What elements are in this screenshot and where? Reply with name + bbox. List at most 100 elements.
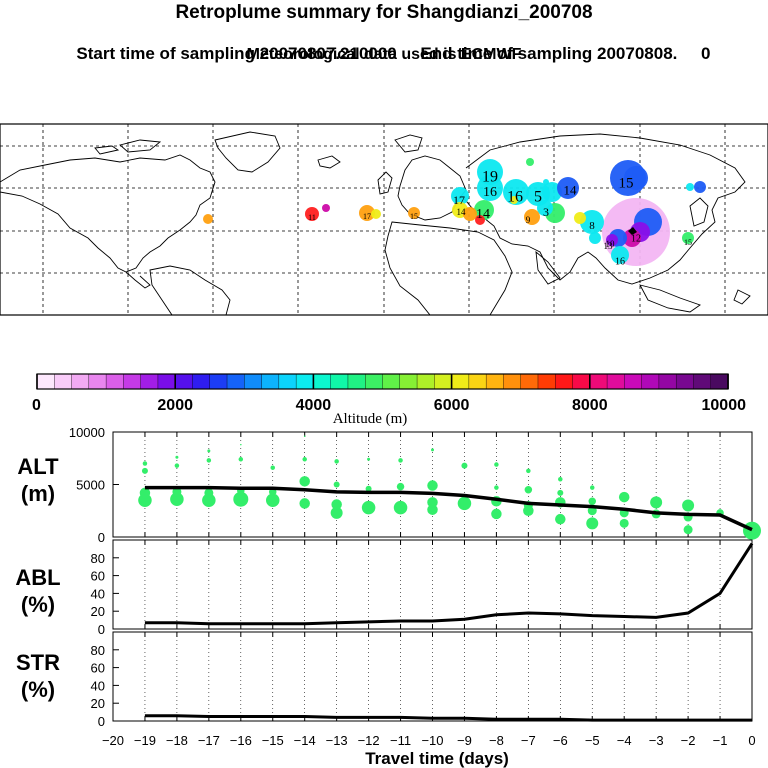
colorbar-swatch bbox=[520, 373, 539, 390]
colorbar-swatch bbox=[278, 373, 297, 390]
alt-particle-dot bbox=[431, 448, 434, 452]
plume-day-label: 5 bbox=[534, 189, 542, 206]
x-tick-label: −7 bbox=[521, 733, 536, 748]
alt-particle-dot bbox=[139, 487, 151, 499]
alt-particle-dot bbox=[174, 463, 180, 468]
arctic-islands bbox=[119, 139, 162, 153]
abl-y-tick-label: 20 bbox=[91, 604, 105, 619]
alt-particle-dot bbox=[618, 491, 630, 503]
x-tick-labels: −20 −19 −18 −17 −16 −15 −14 −13 −12 −11 −10 −9 −8 −7−… bbox=[102, 733, 756, 748]
plume-blob bbox=[322, 204, 330, 212]
x-tick-label: −5 bbox=[585, 733, 600, 748]
abl-y-tick-labels: 0 20 40 60 80 bbox=[91, 551, 119, 637]
alt-particle-dot bbox=[142, 461, 148, 466]
alt-particle-dot bbox=[333, 481, 340, 488]
plume-day-label: 15 bbox=[619, 175, 634, 191]
plume-day-label: 3 bbox=[543, 205, 549, 219]
alt-particle-dot bbox=[299, 498, 310, 509]
x-tick-label: −4 bbox=[617, 733, 632, 748]
central-america-coast bbox=[125, 271, 151, 289]
alt-particle-dot bbox=[619, 518, 629, 528]
colorbar-swatch bbox=[365, 373, 384, 390]
alt-particle-dot bbox=[361, 500, 376, 515]
alt-panel: 0 5000 10000 ALT (m) bbox=[17, 425, 761, 545]
plume-day-label: 14 bbox=[457, 207, 467, 217]
plume-blob bbox=[686, 183, 694, 191]
plume-blob bbox=[359, 205, 375, 221]
colorbar-swatch bbox=[244, 373, 263, 390]
alt-mean-line bbox=[144, 485, 753, 532]
colorbar-swatch bbox=[209, 373, 228, 390]
colorbar-swatch bbox=[123, 373, 142, 390]
plume-day-label: 14 bbox=[476, 207, 490, 222]
alt-particle-dot bbox=[170, 492, 184, 506]
alt-particle-dot bbox=[524, 486, 533, 494]
abl-y-tick-label: 60 bbox=[91, 569, 105, 584]
end-time-suffix: 0 bbox=[701, 44, 711, 63]
x-tick-label: −13 bbox=[326, 733, 348, 748]
plume-blob bbox=[624, 166, 648, 190]
plume-day-label: 15 bbox=[684, 238, 692, 247]
alt-particle-dot bbox=[555, 513, 566, 525]
alt-particle-dot bbox=[330, 506, 343, 519]
colorbar-swatch bbox=[416, 373, 436, 390]
colorbar-tick-label: 4000 bbox=[296, 397, 332, 414]
colorbar-swatch bbox=[468, 373, 487, 390]
colorbar-swatch bbox=[261, 373, 280, 390]
alt-particle-dot bbox=[398, 458, 403, 463]
alt-label: ALT bbox=[17, 454, 59, 479]
colorbar-swatch bbox=[54, 373, 73, 390]
colorbar-swatch bbox=[555, 373, 574, 390]
iceland-coast bbox=[317, 155, 341, 169]
colorbar-swatch bbox=[485, 373, 505, 390]
arctic-island-2 bbox=[94, 145, 120, 155]
colorbar-swatch bbox=[36, 373, 55, 390]
colorbar-swatch bbox=[589, 373, 608, 390]
x-tick-label: −20 bbox=[102, 733, 124, 748]
map-graticule bbox=[0, 124, 768, 315]
alt-particle-dot bbox=[558, 477, 563, 482]
colorbar-swatch bbox=[537, 373, 556, 390]
met-data-label: Meteorological data used is ECMWF bbox=[246, 46, 522, 63]
plume-blob bbox=[542, 182, 562, 202]
alt-particle-dot bbox=[683, 525, 693, 535]
africa-coast bbox=[384, 221, 513, 316]
alt-particle-dot bbox=[494, 462, 499, 467]
plume-day-label: 16 bbox=[615, 257, 625, 268]
plume-blob bbox=[475, 215, 485, 225]
scandinavia-coast bbox=[394, 134, 423, 153]
plume-day-label: 10 bbox=[606, 239, 616, 249]
plume-blob bbox=[537, 200, 553, 216]
x-tick-label: −6 bbox=[553, 733, 568, 748]
alt-y-tick-label: 5000 bbox=[76, 478, 105, 493]
colorbar-swatch bbox=[572, 373, 591, 390]
abl-label: ABL bbox=[15, 565, 60, 590]
colorbar-swatch bbox=[693, 373, 712, 390]
alt-particle-dot bbox=[491, 508, 502, 520]
plume-blob bbox=[557, 177, 579, 199]
plume-blob bbox=[524, 209, 540, 225]
plume-day-label: 16 bbox=[483, 185, 497, 200]
alt-y-tick-labels: 0 5000 10000 bbox=[69, 425, 119, 545]
plume-day-label: 15 bbox=[410, 212, 418, 221]
alt-particle-dot bbox=[202, 493, 216, 507]
plume-blob bbox=[451, 187, 469, 205]
alt-particle-dot bbox=[494, 485, 499, 490]
colorbar-swatch bbox=[313, 373, 332, 390]
plume-day-label: 8 bbox=[589, 220, 595, 232]
colorbar-swatch bbox=[399, 373, 418, 390]
abl-panel: 0 20 40 60 80 ABL (%) bbox=[15, 539, 754, 637]
plume-blob bbox=[580, 210, 604, 234]
alt-particle-dot bbox=[270, 465, 275, 470]
plume-blob bbox=[371, 209, 381, 219]
x-tick-label: −16 bbox=[230, 733, 252, 748]
plume-blob bbox=[606, 234, 618, 246]
alt-units: (m) bbox=[21, 481, 55, 506]
alt-particle-dot bbox=[457, 496, 472, 511]
alt-y-tick-label: 10000 bbox=[69, 425, 105, 440]
colorbar-swatch bbox=[71, 373, 90, 390]
colorbar-tick-labels: 0 2000 4000 6000 8000 10000 bbox=[32, 374, 746, 414]
alt-particle-dot bbox=[172, 487, 182, 497]
colorbar-swatch bbox=[157, 373, 176, 390]
